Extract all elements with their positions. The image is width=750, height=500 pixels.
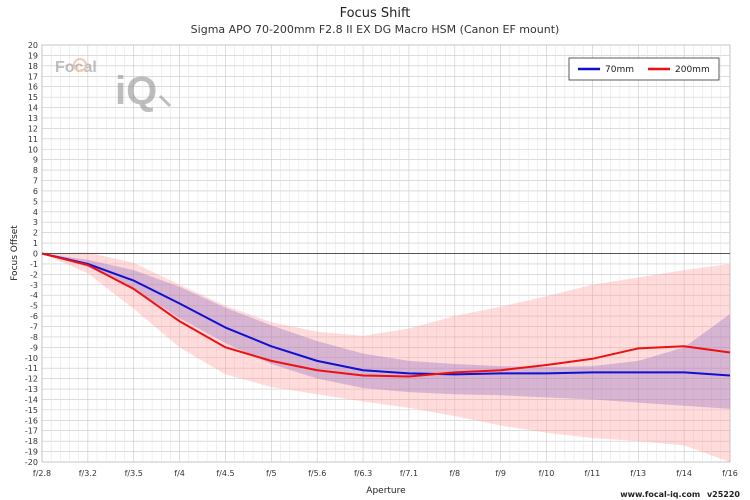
y-tick-label: -2 (30, 270, 38, 279)
y-tick-label: -12 (25, 375, 38, 384)
x-tick-label: f/3.5 (125, 469, 143, 478)
y-tick-label: -3 (30, 281, 38, 290)
x-axis-label: Aperture (366, 486, 406, 496)
y-tick-label: 0 (33, 250, 38, 259)
legend: 70mm 200mm (568, 57, 720, 81)
x-tick-label: f/4 (174, 469, 185, 478)
x-tick-label: f/13 (630, 469, 646, 478)
y-tick-label: 9 (33, 156, 38, 165)
y-tick-label: -1 (30, 260, 38, 269)
y-tick-label: -15 (25, 406, 38, 415)
y-tick-label: 13 (28, 114, 38, 123)
y-tick-label: 15 (28, 93, 38, 102)
confidence-bands (42, 252, 730, 462)
x-tick-label: f/6.3 (354, 469, 372, 478)
x-tick-label: f/7.1 (400, 469, 418, 478)
logo-iq-text: iQ (115, 69, 157, 113)
y-tick-label: 14 (28, 104, 38, 113)
footer-version: v25220 (707, 490, 740, 499)
y-tick-label: -5 (30, 302, 38, 311)
y-tick-label: 17 (28, 72, 38, 81)
x-tick-label: f/2.8 (33, 469, 51, 478)
y-tick-label: 5 (33, 197, 38, 206)
y-tick-label: 7 (33, 177, 38, 186)
series-lines (41, 252, 731, 378)
y-tick-label: 2 (33, 229, 38, 238)
chart-subtitle: Sigma APO 70-200mm F2.8 II EX DG Macro H… (191, 23, 560, 36)
x-tick-label: f/4.5 (216, 469, 234, 478)
series-line-200mm (41, 252, 731, 378)
x-tick-label: f/10 (539, 469, 555, 478)
x-tick-label: f/8 (449, 469, 460, 478)
logo-magnifier-handle (158, 94, 172, 108)
legend-label-200mm: 200mm (675, 65, 710, 75)
x-tick-label: f/16 (722, 469, 738, 478)
footer-credit: www.focal-iq.com v25220 (620, 490, 740, 499)
grid-lines (41, 44, 731, 463)
band-70mm (42, 253, 730, 409)
band-200mm (42, 252, 730, 462)
y-tick-label: 10 (28, 145, 38, 154)
x-tick-label: f/5 (266, 469, 277, 478)
y-tick-label: -14 (25, 395, 38, 404)
y-tick-label: 20 (28, 41, 38, 50)
y-tick-label: 1 (33, 239, 38, 248)
chart-title: Focus Shift (340, 6, 411, 21)
y-tick-label: 12 (28, 124, 38, 133)
y-tick-label: -6 (30, 312, 38, 321)
y-tick-label: 19 (28, 51, 38, 60)
y-tick-label: 6 (33, 187, 38, 196)
y-tick-label: -10 (25, 354, 38, 363)
y-tick-labels: 20191817161514131211109876543210-1-2-3-4… (25, 41, 38, 467)
y-tick-label: 16 (28, 83, 38, 92)
y-axis-label: Focus Offset (10, 225, 20, 281)
y-tick-label: 8 (33, 166, 38, 175)
legend-box (568, 57, 720, 81)
x-tick-label: f/9 (495, 469, 506, 478)
footer-url: www.focal-iq.com (620, 490, 700, 499)
y-tick-label: -8 (30, 333, 38, 342)
y-tick-label: 4 (33, 208, 38, 217)
y-tick-label: 18 (28, 62, 38, 71)
y-tick-label: 3 (33, 218, 38, 227)
y-tick-label: -18 (25, 437, 38, 446)
legend-label-70mm: 70mm (605, 65, 634, 75)
x-tick-label: f/3.2 (79, 469, 97, 478)
x-tick-label: f/14 (676, 469, 692, 478)
y-tick-label: -19 (25, 448, 38, 457)
y-tick-label: -11 (25, 364, 38, 373)
y-tick-label: -20 (25, 458, 38, 467)
y-tick-label: 11 (28, 135, 38, 144)
y-tick-label: -4 (30, 291, 38, 300)
focal-iq-logo: Focal iQ (55, 58, 172, 113)
y-tick-label: -16 (25, 416, 38, 425)
x-tick-labels: f/2.8 f/3.2 f/3.5 f/4 f/4.5 f/5 f/5.6 f/6.3 f/7.… (33, 469, 738, 478)
logo-lens-circle (73, 58, 87, 72)
y-tick-label: -7 (30, 322, 38, 331)
series-line-70mm (41, 252, 731, 377)
x-tick-label: f/5.6 (308, 469, 326, 478)
y-tick-label: -9 (30, 343, 38, 352)
y-tick-label: -13 (25, 385, 38, 394)
x-tick-label: f/11 (585, 469, 601, 478)
y-tick-label: -17 (25, 427, 38, 436)
